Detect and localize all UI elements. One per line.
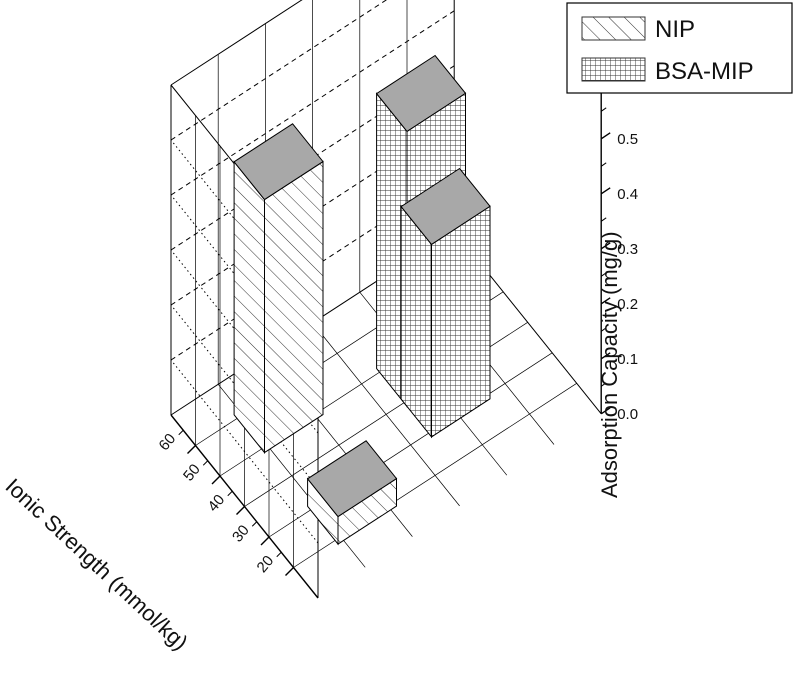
x-minor-tick [202, 460, 209, 466]
x-tick-label: 30 [229, 522, 253, 546]
x-major-tick [236, 506, 245, 515]
z-major-tick [600, 242, 611, 250]
x-tick-label: 20 [254, 552, 278, 576]
x-major-tick [285, 567, 294, 576]
x-tick-label: 50 [180, 461, 204, 485]
bar-front-face [431, 205, 491, 438]
bar-front-face [264, 160, 324, 454]
bar-left-face [233, 160, 265, 455]
z-tick-label: 0.2 [617, 296, 638, 313]
z-tick-label: 0.5 [617, 131, 638, 148]
x-major-tick [260, 536, 270, 546]
legend-swatch-bsa-mip [581, 57, 646, 82]
x-major-tick [211, 475, 221, 485]
z-tick-label: 0.4 [617, 186, 638, 203]
x-axis-title: Ionic Strength (mmol/kg) [1, 473, 193, 655]
bar-top-face [233, 123, 324, 201]
z-tick-label: 0.0 [617, 406, 638, 423]
bar-left-face [400, 205, 432, 439]
x-major-tick [187, 445, 196, 454]
legend-label-bsa-mip: BSA-MIP [655, 58, 754, 85]
bar-nip-0 [306, 440, 398, 546]
legend: NIP BSA-MIP [566, 2, 793, 94]
z-minor-tick [600, 217, 607, 222]
z-axis-title: Adsorption Capacity (mg/g) [597, 231, 622, 498]
bar-series [233, 54, 491, 546]
z-major-tick [600, 132, 611, 140]
x-minor-tick [276, 551, 282, 558]
z-minor-tick [600, 382, 607, 387]
z-major-tick [600, 187, 611, 195]
z-major-tick [600, 297, 611, 305]
legend-label-nip: NIP [655, 16, 695, 43]
x-tick-label: 60 [156, 430, 180, 454]
z-major-tick [600, 352, 611, 360]
x-minor-tick [251, 521, 258, 527]
z-minor-tick [600, 162, 607, 167]
z-minor-tick [600, 272, 607, 277]
legend-swatch-nip [581, 16, 646, 41]
bar-nip-1 [233, 123, 324, 455]
x-minor-tick [178, 429, 184, 436]
bar-top-face [306, 440, 398, 518]
bar-top-face [375, 54, 467, 133]
bar-top-face [400, 167, 491, 246]
z-minor-tick [600, 327, 607, 332]
z-minor-tick [600, 107, 607, 112]
x-tick-label: 40 [205, 491, 229, 515]
x-minor-tick [227, 490, 233, 497]
z-tick-label: 0.3 [617, 241, 638, 258]
z-major-tick [600, 407, 611, 415]
z-tick-label: 0.1 [617, 351, 638, 368]
bar-bsa-mip-1 [400, 167, 491, 439]
back-wall-gridline [170, 0, 388, 141]
